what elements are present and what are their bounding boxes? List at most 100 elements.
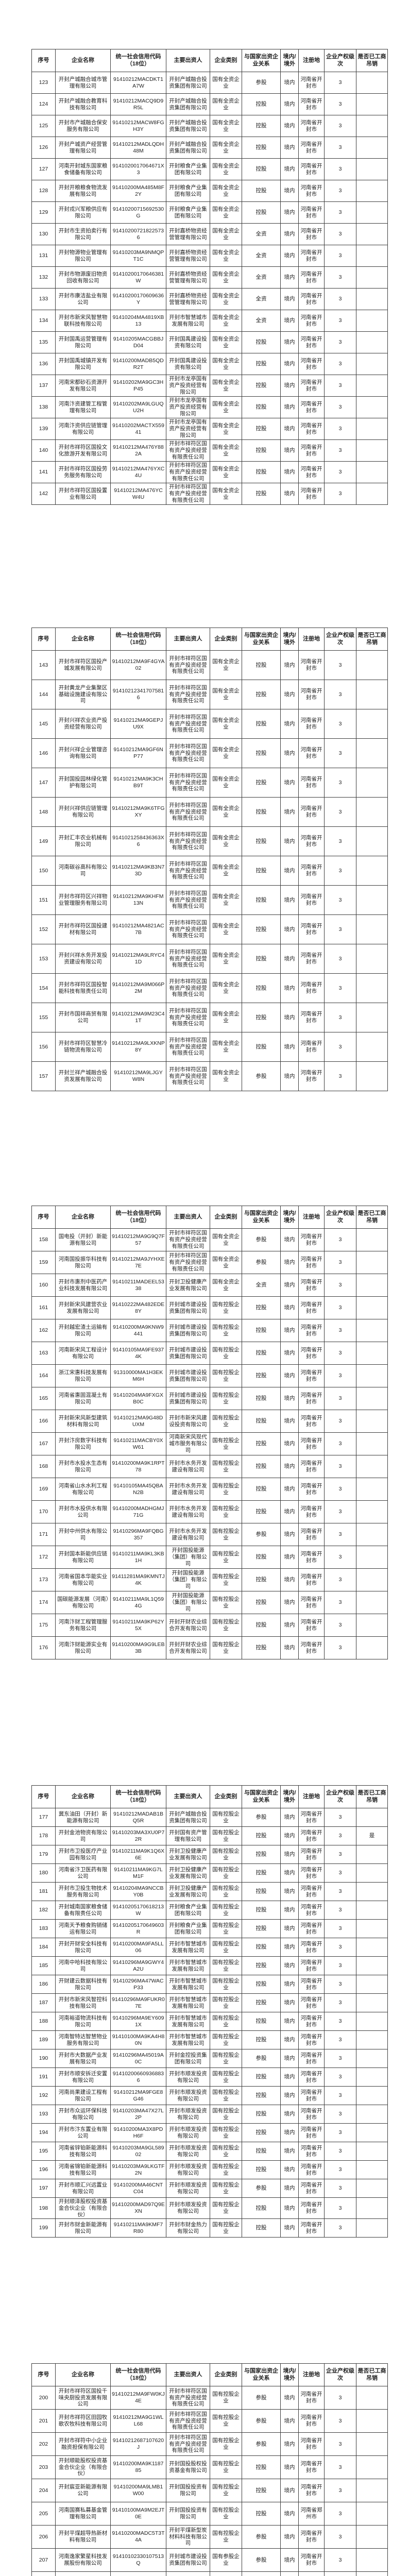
- cell-revoked: [356, 826, 388, 856]
- cell-investor: 开封市祥符区国有资产投资经营有限责任公司: [166, 1061, 210, 1091]
- column-header-name: 企业名称: [55, 1785, 111, 1808]
- table-row: 184 开封开财安全科技有限公司 91410200MA9FA5LL06 开封市智慧城市…: [31, 1938, 388, 1957]
- cell-level: 3: [324, 1061, 356, 1091]
- cell-category: 国有控股企业: [210, 1863, 242, 1883]
- cell-name: 开封国禹运营管理有限公司: [55, 331, 111, 353]
- cell-seq: 180: [31, 1863, 56, 1883]
- cell-level: 3: [324, 1410, 356, 1433]
- table-row: 125 开封市产城融合保安服务有限公司 91410212MACW8FGH3Y 开封产城…: [31, 115, 388, 137]
- cell-name: 开封国禹城镇开发有限公司: [55, 353, 111, 375]
- cell-category: 国有参股企业: [210, 2571, 242, 2576]
- cell-name: 开封产城融合城市管理有限公司: [55, 72, 111, 94]
- cell-investor: 开封市智慧城市发展有限公司: [166, 2012, 210, 2031]
- table-row: 167 开封汴房数字科技有限公司 91410211MACBY0XW61 河南新宋风现代…: [31, 1432, 388, 1455]
- cell-investor: 开封产城融合投资集团有限公司: [166, 1808, 210, 1827]
- cell-reg-place: 河南省开封市: [298, 93, 325, 115]
- cell-seq: 156: [31, 1032, 56, 1062]
- cell-category: 国有控股企业: [210, 2049, 242, 2068]
- cell-revoked: [356, 2179, 388, 2198]
- cell-relation: 控股: [242, 418, 281, 440]
- cell-name: 开封市顺安拆迁安置有限公司: [55, 2067, 111, 2087]
- cell-revoked: [356, 2067, 388, 2087]
- table-row: 198 开封顺泽股权投资基金合伙企业（有限合伙） 91410200MAD97Q9EX…: [31, 2197, 388, 2219]
- cell-territory: 境内: [280, 2409, 299, 2433]
- cell-relation: 参股: [242, 2049, 281, 2068]
- cell-name: 开封市汴东置业有限公司: [55, 2123, 111, 2142]
- cell-relation: 参股: [242, 1061, 281, 1091]
- cell-revoked: [356, 2123, 388, 2142]
- table-row: 203 开封顺能股权投资基金合伙企业（有限合伙） 91410200MA9K11878…: [31, 2455, 388, 2479]
- cell-reg-place: 河南省开封市: [298, 680, 325, 709]
- cell-name: 开封物源物业管理有限公司: [55, 245, 111, 267]
- cell-reg-place: 河南省开封市: [298, 2049, 325, 2068]
- cell-relation: 控股: [242, 115, 281, 137]
- cell-relation: 控股: [242, 1901, 281, 1920]
- cell-credit-code: 91410105MA45QBAN2B: [110, 1478, 166, 1501]
- cell-investor: 开封市顺发投资有限公司: [166, 2179, 210, 2198]
- cell-seq: 201: [31, 2409, 56, 2433]
- table-row: 145 开封兴祥农业资产投资经营有限公司 91410212MA9GEPJU9X 开封市…: [31, 709, 388, 739]
- cell-territory: 境内: [280, 353, 299, 375]
- cell-revoked: [356, 288, 388, 310]
- cell-relation: 控股: [242, 1993, 281, 2012]
- column-header-investor: 主要出资人: [166, 628, 210, 651]
- table-row: 188 河南裕道物流科技有限公司 91410296MA9EY6091X 开封市智慧城市…: [31, 2012, 388, 2031]
- cell-reg-place: 河南省开封市: [298, 709, 325, 739]
- cell-territory: 境内: [280, 650, 299, 680]
- table-row: 163 河南新宋风工程设计有限公司 91410105MA9FE9374K 开封城市建设…: [31, 1342, 388, 1365]
- cell-category: 国有全资企业: [210, 1032, 242, 1062]
- cell-category: 国有全资企业: [210, 797, 242, 827]
- cell-seq: 151: [31, 885, 56, 915]
- cell-name: 开封新宋风建营农业发展有限公司: [55, 1296, 111, 1319]
- cell-investor: 开封市祥符区国有资产投资经营有限责任公司: [166, 1228, 210, 1251]
- column-header-name: 企业名称: [55, 49, 111, 72]
- cell-category: 国有全资企业: [210, 439, 242, 462]
- cell-revoked: [356, 2218, 388, 2238]
- cell-revoked: [356, 1938, 388, 1957]
- cell-territory: 境内: [280, 680, 299, 709]
- cell-territory: 境内: [280, 1636, 299, 1659]
- cell-category: 国有全资企业: [210, 680, 242, 709]
- cell-revoked: [356, 1919, 388, 1938]
- cell-revoked: [356, 2479, 388, 2502]
- cell-reg-place: 河南省开封市: [298, 1568, 325, 1591]
- cell-credit-code: 91410212687107620J: [110, 2432, 166, 2456]
- table-row: 161 开封新宋风建营农业发展有限公司 91410222MA482EDE8Y 开封城市…: [31, 1296, 388, 1319]
- cell-level: 3: [324, 1938, 356, 1957]
- cell-level: 3: [324, 1032, 356, 1062]
- cell-level: 3: [324, 1364, 356, 1387]
- cell-reg-place: 河南省开封市: [298, 2432, 325, 2456]
- cell-category: 国有控股企业: [210, 1410, 242, 1433]
- table-row: 181 开封市卫投生物技术服务有限公司 91410204MA9NCCBY0B 开封卫投…: [31, 1882, 388, 1901]
- cell-name: 开封产城资产经营管理有限公司: [55, 137, 111, 159]
- cell-name: 河南汴财能源实业有限公司: [55, 1636, 111, 1659]
- cell-level: 3: [324, 201, 356, 224]
- cell-level: 3: [324, 1387, 356, 1410]
- cell-credit-code: 91410222MA482EDE8Y: [110, 1296, 166, 1319]
- cell-level: 3: [324, 2012, 356, 2031]
- table-row: 144 开封黄龙产业集聚区基础设施建设有限公司 914102123417075816…: [31, 680, 388, 709]
- cell-relation: 控股: [242, 201, 281, 224]
- column-header-reg-place: 注册地: [298, 2363, 325, 2386]
- cell-reg-place: 河南省开封市: [298, 1993, 325, 2012]
- cell-relation: 控股: [242, 1591, 281, 1614]
- cell-level: 3: [324, 2030, 356, 2049]
- cell-investor: 开封市顺发投资有限公司: [166, 2123, 210, 2142]
- cell-investor: 开封开财农业综合开发有限公司: [166, 1614, 210, 1637]
- cell-territory: 境内: [280, 1342, 299, 1365]
- cell-credit-code: 91411281MA9KMNTJ4K: [110, 1568, 166, 1591]
- table-row: 204 开封宸亚新能源有限公司 91410200MA9LMB1W00 开封国投投资有限…: [31, 2479, 388, 2502]
- table-row: 168 开封市水投水生态有限公司 91410200MA9K1RPT78 开封市水务开发…: [31, 1455, 388, 1478]
- cell-reg-place: 河南省开封市: [298, 1919, 325, 1938]
- cell-category: 国有全资企业: [210, 201, 242, 224]
- cell-relation: 控股: [242, 1975, 281, 1994]
- cell-level: 3: [324, 1882, 356, 1901]
- cell-level: 3: [324, 1808, 356, 1827]
- cell-seq: 150: [31, 856, 56, 886]
- cell-relation: 控股: [242, 650, 281, 680]
- cell-seq: 164: [31, 1364, 56, 1387]
- cell-relation: 控股: [242, 1614, 281, 1637]
- cell-level: 3: [324, 2218, 356, 2238]
- cell-category: 国有全资企业: [210, 288, 242, 310]
